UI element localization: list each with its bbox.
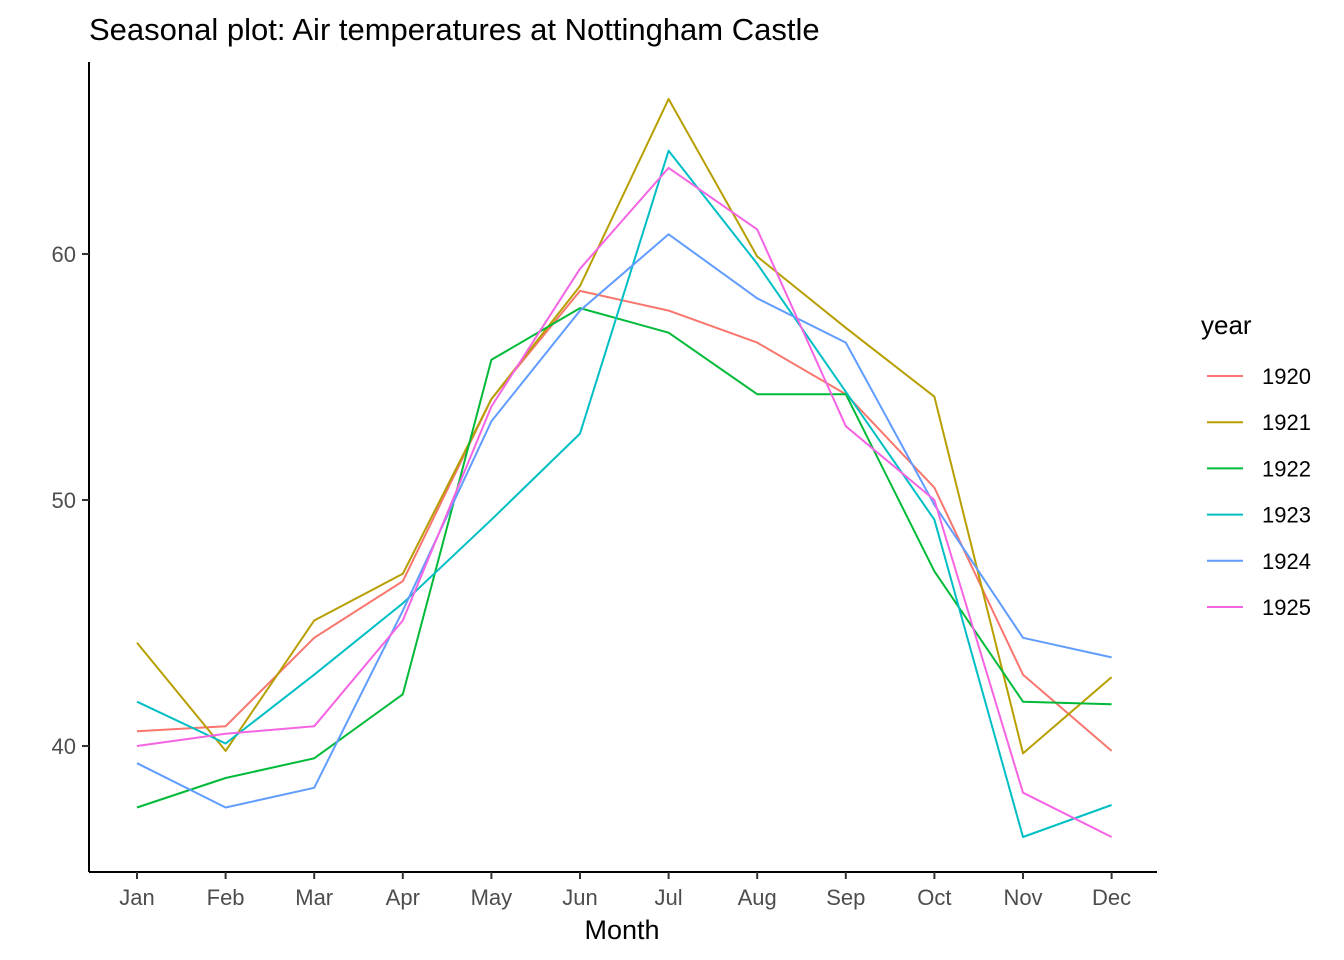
series-lines (136, 98, 1113, 838)
series-line-1920 (136, 289, 1113, 752)
x-tick-label: Dec (1092, 885, 1131, 910)
x-tick-label: May (471, 885, 513, 910)
y-axis-ticks: 40 50 60 (52, 242, 89, 759)
chart-title: Seasonal plot: Air temperatures at Notti… (89, 12, 820, 47)
legend-label-1920: 1920 (1262, 364, 1311, 389)
legend: year 1920 1921 1922 1923 1924 1925 (1201, 310, 1311, 620)
x-tick-label: Apr (386, 885, 420, 910)
x-tick-label: Jan (119, 885, 154, 910)
y-tick-label: 40 (52, 734, 76, 759)
x-axis-ticks: Jan Feb Mar Apr May Jun Jul Aug Sep Oct Nov Dec (119, 872, 1131, 910)
legend-label-1922: 1922 (1262, 456, 1311, 481)
legend-items: 1920 1921 1922 1923 1924 1925 (1207, 364, 1311, 620)
series-line-1924 (136, 233, 1112, 809)
legend-label-1923: 1923 (1262, 503, 1311, 528)
y-tick-label: 60 (52, 242, 76, 267)
x-tick-label: Nov (1003, 885, 1042, 910)
x-tick-label: Jun (562, 885, 597, 910)
series-line-1921 (136, 98, 1113, 755)
x-tick-label: Jul (655, 885, 683, 910)
series-line-1922 (136, 307, 1112, 809)
legend-label-1925: 1925 (1262, 595, 1311, 620)
plot-area: 40 50 60 Jan Feb Mar Apr May Jun Jul Aug Sep Oct Nov… (52, 62, 1157, 910)
x-tick-label: Sep (826, 885, 865, 910)
x-tick-label: Oct (917, 885, 951, 910)
series-line-1923 (136, 149, 1112, 838)
x-tick-label: Feb (207, 885, 245, 910)
x-tick-label: Aug (738, 885, 777, 910)
legend-label-1924: 1924 (1262, 549, 1311, 574)
x-tick-label: Mar (295, 885, 333, 910)
x-axis-title: Month (584, 915, 659, 945)
y-tick-label: 50 (52, 488, 76, 513)
legend-title: year (1201, 310, 1252, 340)
legend-label-1921: 1921 (1262, 410, 1311, 435)
series-line-1925 (136, 166, 1113, 838)
